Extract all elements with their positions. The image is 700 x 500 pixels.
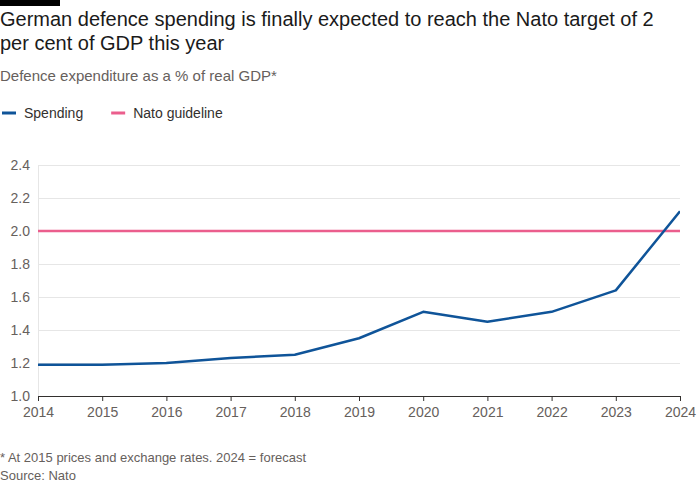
x-tick: 2023	[601, 396, 632, 420]
tick-mark	[616, 396, 617, 401]
x-tick: 2020	[408, 396, 439, 420]
x-tick-label: 2024	[665, 404, 696, 420]
legend-label: Spending	[24, 105, 83, 121]
grid-line	[38, 297, 680, 298]
x-tick-label: 2023	[601, 404, 632, 420]
tick-mark	[166, 396, 167, 401]
legend-swatch	[2, 112, 16, 115]
legend-item: Spending	[2, 105, 83, 121]
footnote: * At 2015 prices and exchange rates. 202…	[0, 450, 306, 465]
x-tick-label: 2020	[408, 404, 439, 420]
legend-swatch	[111, 112, 125, 115]
x-tick: 2014	[23, 396, 54, 420]
y-tick-label: 1.6	[11, 289, 31, 305]
tick-mark	[359, 396, 360, 401]
y-tick: 1.4	[11, 322, 680, 338]
subtitle: Defence expenditure as a % of real GDP*	[0, 67, 277, 84]
decor-bar	[0, 0, 60, 6]
y-tick-label: 2.0	[11, 223, 31, 239]
legend-label: Nato guideline	[133, 105, 223, 121]
grid-line	[38, 330, 680, 331]
x-tick-label: 2014	[23, 404, 54, 420]
y-axis: 1.0 1.2 1.4 1.6 1.8 2.0 2.2 2.4	[11, 157, 680, 404]
grid-line	[38, 198, 680, 199]
source: Source: Nato	[0, 468, 76, 483]
x-tick: 2021	[472, 396, 503, 420]
y-tick: 1.8	[11, 256, 680, 272]
x-tick-label: 2019	[344, 404, 375, 420]
tick-mark	[295, 396, 296, 401]
y-tick: 2.0	[11, 223, 680, 239]
tick-mark	[423, 396, 424, 401]
grid-line	[38, 231, 680, 232]
grid-line	[38, 264, 680, 265]
y-tick: 2.4	[11, 157, 680, 173]
x-axis: 2014 2015 2016 2017 2018 2019 2020 2021 2022 2023…	[23, 396, 696, 420]
x-tick: 2016	[151, 396, 182, 420]
y-tick-label: 1.0	[11, 388, 31, 404]
x-tick-label: 2016	[151, 404, 182, 420]
series-line	[38, 230, 680, 233]
x-tick: 2019	[344, 396, 375, 420]
x-tick: 2022	[537, 396, 568, 420]
y-tick-label: 2.2	[11, 190, 31, 206]
x-tick-label: 2021	[472, 404, 503, 420]
x-tick-label: 2015	[87, 404, 118, 420]
tick-mark	[38, 396, 39, 401]
plot-area	[38, 211, 680, 364]
title: German defence spending is finally expec…	[0, 8, 654, 54]
y-tick-label: 1.4	[11, 322, 31, 338]
x-tick-label: 2018	[280, 404, 311, 420]
y-tick: 1.0	[11, 388, 680, 404]
y-tick: 2.2	[11, 190, 680, 206]
x-tick: 2015	[87, 396, 118, 420]
tick-mark	[552, 396, 553, 401]
chart: German defence spending is finally expec…	[0, 0, 700, 500]
x-tick-label: 2022	[537, 404, 568, 420]
y-tick: 1.2	[11, 355, 680, 371]
y-tick-label: 1.2	[11, 355, 31, 371]
tick-mark	[102, 396, 103, 401]
grid-line	[38, 165, 680, 166]
legend: Spending Nato guideline	[2, 105, 223, 121]
tick-mark	[487, 396, 488, 401]
tick-mark	[231, 396, 232, 401]
x-tick: 2018	[280, 396, 311, 420]
y-tick-label: 1.8	[11, 256, 31, 272]
x-tick: 2024	[665, 396, 696, 420]
legend-item: Nato guideline	[111, 105, 223, 121]
x-tick-label: 2017	[216, 404, 247, 420]
y-tick-label: 2.4	[11, 157, 31, 173]
tick-mark	[680, 396, 681, 401]
x-tick: 2017	[216, 396, 247, 420]
series-line	[38, 211, 680, 364]
axis-line	[39, 166, 681, 397]
